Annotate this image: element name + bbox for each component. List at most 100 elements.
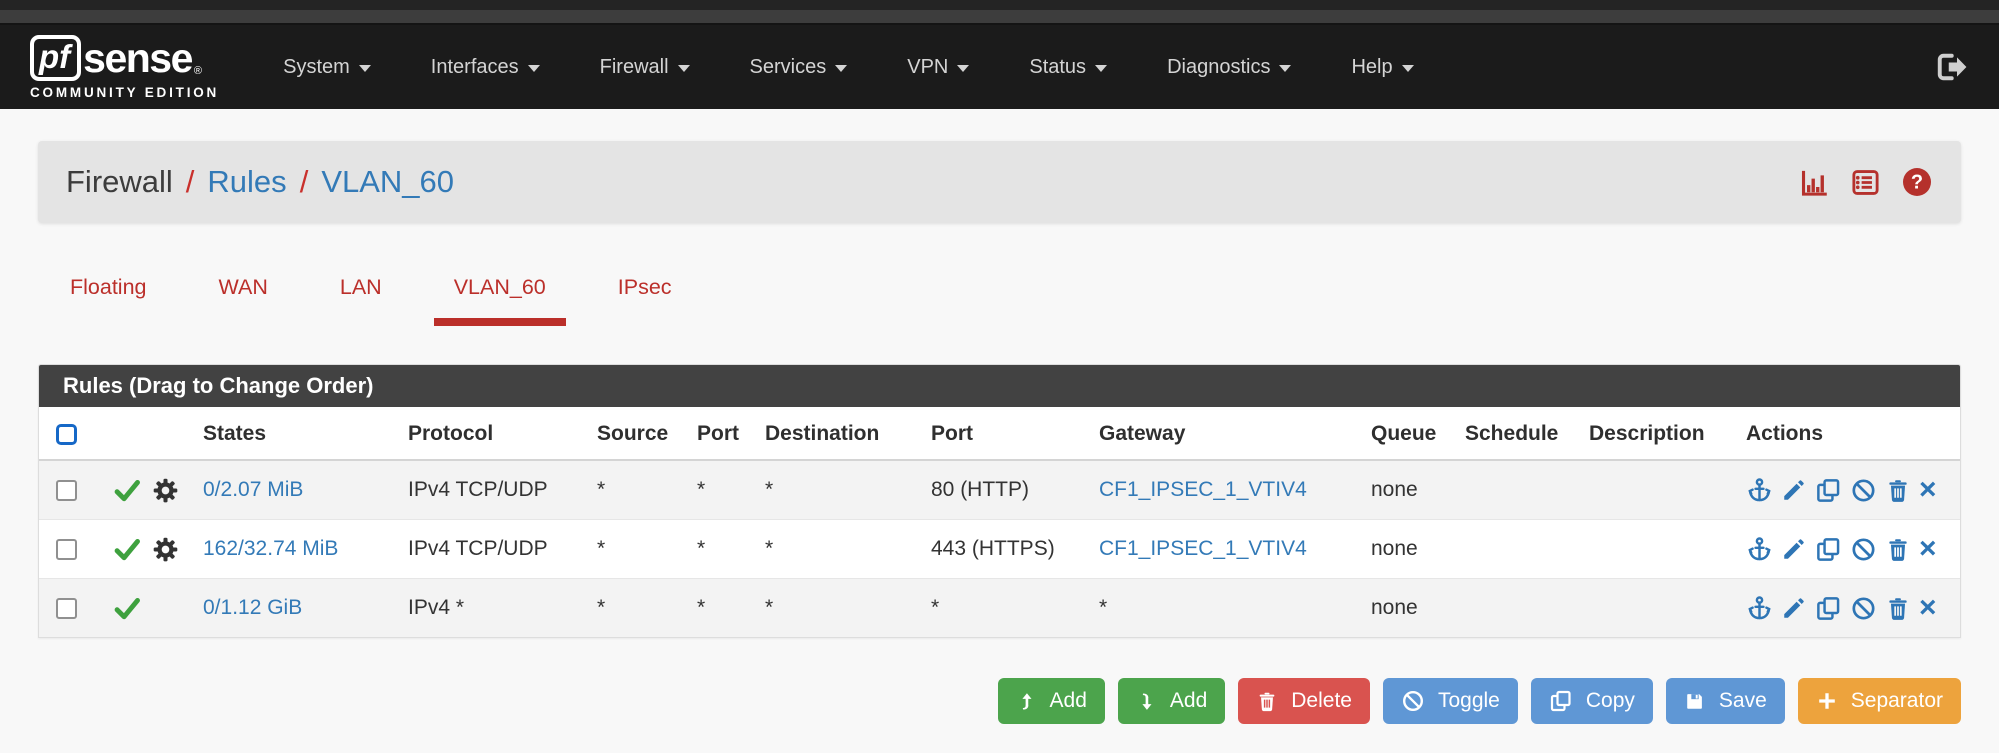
tab-wan[interactable]: WAN — [218, 275, 268, 299]
separator-button[interactable]: Separator — [1797, 678, 1961, 724]
breadcrumb-section: Firewall — [66, 164, 173, 199]
col-destination: Destination — [765, 407, 931, 461]
rule-row[interactable]: 0/1.12 GiB IPv4 * * * * * * none × — [39, 578, 1960, 637]
trash-icon[interactable] — [1885, 536, 1911, 562]
source-port-cell: * — [697, 478, 706, 501]
button-label: Copy — [1585, 689, 1635, 712]
button-label: Add — [1049, 689, 1087, 712]
anchor-icon[interactable] — [1746, 477, 1773, 504]
states-link[interactable]: 0/1.12 GiB — [203, 596, 303, 619]
anchor-icon[interactable] — [1746, 595, 1773, 622]
nav-item-services[interactable]: Services — [720, 25, 878, 109]
queue-cell: none — [1371, 478, 1418, 501]
copy-button[interactable]: Copy — [1530, 678, 1653, 724]
row-checkbox[interactable] — [56, 538, 77, 560]
chevron-down-icon — [1095, 65, 1108, 72]
row-checkbox[interactable] — [56, 479, 77, 501]
copy-icon[interactable] — [1815, 536, 1842, 563]
description-cell — [1589, 578, 1746, 637]
registered-mark: ® — [193, 64, 203, 77]
log-list-icon[interactable] — [1850, 167, 1881, 198]
trash-icon[interactable] — [1885, 477, 1911, 503]
add-rule-bottom-button[interactable]: Add — [1117, 678, 1226, 724]
tab-floating[interactable]: Floating — [70, 275, 147, 299]
browser-strip — [0, 10, 1999, 25]
nav-label: Firewall — [599, 55, 669, 78]
interface-tabs: Floating WAN LAN VLAN_60 IPsec — [38, 275, 1961, 326]
pass-check-icon — [114, 597, 140, 620]
nav-item-status[interactable]: Status — [999, 25, 1137, 109]
edit-pencil-icon[interactable] — [1781, 477, 1807, 503]
nav-item-interfaces[interactable]: Interfaces — [401, 25, 570, 109]
nav-item-firewall[interactable]: Firewall — [570, 25, 720, 109]
nav-item-vpn[interactable]: VPN — [877, 25, 999, 109]
delete-button[interactable]: Delete — [1238, 678, 1370, 724]
protocol-cell: IPv4 * — [408, 578, 597, 637]
help-icon[interactable]: ? — [1901, 166, 1933, 198]
chevron-down-icon — [957, 65, 970, 72]
source-cell: * — [597, 478, 606, 501]
status-chart-icon[interactable] — [1799, 167, 1830, 198]
breadcrumb-bar: Firewall / Rules / VLAN_60 ? — [38, 141, 1961, 223]
gateway-link[interactable]: CF1_IPSEC_1_VTIV4 — [1099, 478, 1307, 501]
close-icon[interactable]: × — [1919, 532, 1937, 565]
col-source-port: Port — [697, 407, 765, 461]
copy-icon[interactable] — [1815, 477, 1842, 504]
tab-ipsec[interactable]: IPsec — [617, 275, 672, 299]
ban-icon[interactable] — [1850, 595, 1877, 622]
ban-icon[interactable] — [1850, 536, 1877, 563]
gateway-link[interactable]: CF1_IPSEC_1_VTIV4 — [1099, 537, 1307, 560]
breadcrumb-link-rules[interactable]: Rules — [207, 164, 287, 199]
toggle-button[interactable]: Toggle — [1382, 678, 1518, 724]
select-all-checkbox[interactable] — [56, 423, 77, 445]
edit-pencil-icon[interactable] — [1781, 595, 1807, 621]
rule-row[interactable]: 0/2.07 MiB IPv4 TCP/UDP * * * 80 (HTTP) … — [39, 460, 1960, 520]
ban-icon[interactable] — [1850, 477, 1877, 504]
copy-icon[interactable] — [1815, 595, 1842, 622]
col-actions: Actions — [1746, 407, 1960, 461]
edit-pencil-icon[interactable] — [1781, 536, 1807, 562]
chevron-down-icon — [1401, 65, 1414, 72]
nav-label: System — [283, 55, 350, 78]
anchor-icon[interactable] — [1746, 536, 1773, 563]
gear-icon — [153, 478, 178, 502]
col-description: Description — [1589, 407, 1746, 461]
states-link[interactable]: 162/32.74 MiB — [203, 537, 339, 560]
panel-title: Rules (Drag to Change Order) — [39, 365, 1960, 407]
queue-cell: none — [1371, 578, 1465, 637]
nav-menu: System Interfaces Firewall Services VPN … — [253, 25, 1443, 109]
close-icon[interactable]: × — [1919, 473, 1937, 506]
row-checkbox[interactable] — [56, 597, 77, 619]
arrow-down-icon — [1142, 692, 1152, 710]
breadcrumb-separator: / — [299, 164, 309, 199]
rule-row[interactable]: 162/32.74 MiB IPv4 TCP/UDP * * * 443 (HT… — [39, 519, 1960, 579]
breadcrumb-separator: / — [185, 164, 195, 199]
close-icon[interactable]: × — [1919, 591, 1937, 624]
window-top-strip — [0, 0, 1999, 10]
tab-vlan60[interactable]: VLAN_60 — [433, 275, 566, 326]
breadcrumb-link-vlan60[interactable]: VLAN_60 — [321, 164, 455, 199]
nav-item-diagnostics[interactable]: Diagnostics — [1137, 25, 1321, 109]
nav-item-help[interactable]: Help — [1321, 25, 1443, 109]
nav-label: VPN — [907, 55, 949, 78]
table-header-row: States Protocol Source Port Destination … — [39, 407, 1960, 461]
sense-logo-text: sense — [83, 34, 193, 81]
chevron-down-icon — [1279, 65, 1292, 72]
breadcrumb: Firewall / Rules / VLAN_60 — [66, 164, 454, 200]
source-port-cell: * — [697, 519, 765, 579]
add-rule-top-button[interactable]: Add — [997, 678, 1105, 724]
sign-out-icon[interactable] — [1933, 49, 1969, 85]
gear-icon — [153, 537, 178, 561]
chevron-down-icon — [358, 65, 371, 72]
pf-logo-box: pf — [30, 34, 82, 82]
source-cell: * — [597, 519, 697, 579]
destination-cell: * — [765, 478, 774, 501]
nav-item-system[interactable]: System — [253, 25, 401, 109]
save-button[interactable]: Save — [1665, 678, 1785, 724]
nav-label: Status — [1029, 55, 1087, 78]
states-link[interactable]: 0/2.07 MiB — [203, 478, 304, 501]
tab-lan[interactable]: LAN — [339, 275, 382, 299]
pfsense-logo[interactable]: pf sense ® COMMUNITY EDITION — [30, 35, 219, 100]
trash-icon[interactable] — [1885, 595, 1911, 621]
col-icons — [91, 407, 203, 461]
